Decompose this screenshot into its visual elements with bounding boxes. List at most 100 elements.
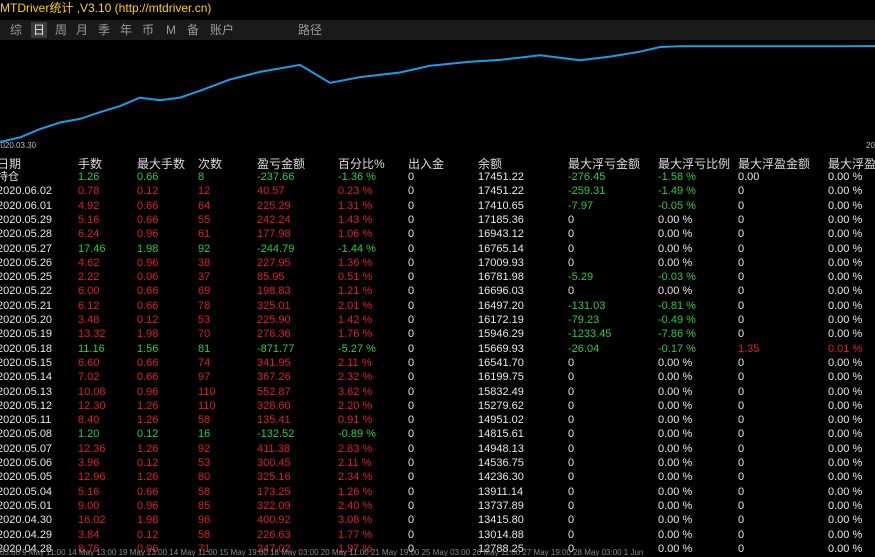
cell-4: 276.36 [257,328,291,341]
cell-1: 8.76 [78,542,100,555]
toolbar-button-0[interactable]: 综 [10,23,23,37]
table-row[interactable]: 2020.04.29 3.84 0.12 58 226.63 1.77 % 0 13014.8… [0,528,875,543]
column-header-9[interactable]: 最大浮亏比例 [658,157,731,171]
cell-10: 0 [738,356,745,369]
table-row[interactable]: 2020.04.30 16.02 1.98 96 400.92 3.08 % 0 13415.… [0,513,875,528]
table-row[interactable]: 2020.05.15 6.60 0.66 74 341.95 2.11 % 0 16541.7… [0,356,875,371]
column-header-11[interactable]: 最大浮盈 [828,157,875,171]
table-row[interactable]: 2020.05.01 9.00 0.96 85 322.09 2.40 % 0 13737.8… [0,499,875,514]
cell-2: 0.66 [137,299,159,312]
cell-11: 0.00 % [828,285,863,298]
table-row[interactable]: 2020.06.02 0.78 0.12 12 40.57 0.23 % 0 17451.22… [0,184,875,199]
toolbar-button-8[interactable]: 备 [187,23,200,37]
cell-4: 247.02 [257,542,291,555]
column-header-4[interactable]: 盈亏金额 [257,157,306,171]
cell-7: 17451.22 [478,171,524,183]
cell-1: 1.26 [78,171,100,183]
cell-2: 0.66 [137,485,159,498]
column-header-6[interactable]: 出入金 [408,157,445,171]
table-row[interactable]: 2020.05.18 11.16 1.56 81 -871.77 -5.27 % 0 1566… [0,342,875,357]
cell-2: 1.98 [137,242,159,255]
cell-0: 2020.04.30 [0,514,53,527]
cell-2: 0.66 [137,199,159,212]
cell-2: 0.66 [137,285,159,298]
table-row[interactable]: 2020.05.20 3.48 0.12 53 225.90 1.42 % 0 16172.1… [0,313,875,328]
table-row[interactable]: 2020.05.13 10.08 0.96 110 552.87 3.62 % 0 15832… [0,385,875,400]
cell-1: 6.24 [78,228,100,241]
column-header-5[interactable]: 百分比% [338,157,385,171]
column-header-10[interactable]: 最大浮盈金额 [738,157,811,171]
cell-7: 14951.02 [478,414,524,427]
table-row[interactable]: 2020.04.28 8.76 0.96 71 247.02 1.97 % 0 12788.2… [0,542,875,557]
toolbar-button-5[interactable]: 年 [120,23,133,37]
cell-5: 0.51 % [338,271,373,284]
cell-8: 0 [568,242,575,255]
cell-5: -1.36 % [338,171,376,183]
toolbar-button-3[interactable]: 月 [76,23,89,37]
table-row[interactable]: 2020.05.21 6.12 0.66 78 325.01 2.01 % 0 16497.2… [0,299,875,314]
daily-stats-table: 日期 手数 最大手数 次数 盈亏金额 百分比% 出入金 余额 最大浮亏金额 最大浮亏比例 最大浮盈金… [0,153,875,555]
cell-5: 3.62 % [338,385,373,398]
cell-9: 0.00 % [658,285,693,298]
cell-11: 0.00 % [828,371,863,384]
cell-2: 1.98 [137,328,159,341]
cell-8: 0 [568,499,575,512]
cell-10: 0 [738,371,745,384]
cell-3: 69 [198,285,211,298]
cell-3: 97 [198,371,211,384]
cell-1: 8.40 [78,414,100,427]
table-row[interactable]: 2020.05.26 4.62 0.96 38 227.95 1.36 % 0 17009.9… [0,256,875,271]
cell-9: 0.00 % [658,385,693,398]
cell-4: 411.38 [257,442,290,455]
cell-2: 0.12 [137,457,159,469]
table-row[interactable]: 持仓 1.26 0.66 8 -237.66 -1.36 % 0 17451.22 -276.4… [0,170,875,185]
cell-5: -0.89 % [338,428,376,441]
cell-1: 13.32 [78,328,106,341]
column-header-0[interactable]: 日期 [0,157,22,171]
cell-8: -276.45 [568,171,606,183]
table-row[interactable]: 2020.05.29 5.16 0.66 55 242.24 1.43 % 0 17185.3… [0,213,875,228]
cell-5: 2.83 % [338,442,373,455]
column-header-8[interactable]: 最大浮亏金额 [568,157,641,171]
toolbar-button-1[interactable]: 日 [31,22,48,38]
table-row[interactable]: 2020.05.28 6.24 0.96 61 177.98 1.06 % 0 16943.1… [0,227,875,242]
table-row[interactable]: 2020.05.27 17.46 1.98 92 -244.79 -1.44 % 0 1676… [0,242,875,257]
table-row[interactable]: 2020.05.07 12.36 1.26 92 411.38 2.83 % 0 14948.… [0,442,875,457]
cell-1: 4.92 [78,199,100,212]
toolbar-button-4[interactable]: 季 [98,23,111,37]
table-row[interactable]: 2020.05.11 8.40 1.26 58 135.41 0.91 % 0 14951.0… [0,413,875,428]
chart-x-end-label: 2020. [866,141,875,150]
column-header-1[interactable]: 手数 [78,157,103,171]
cell-3: 64 [198,199,211,212]
cell-4: -237.66 [257,171,295,183]
toolbar-button-2[interactable]: 周 [55,23,68,37]
cell-7: 16172.19 [478,314,524,326]
table-row[interactable]: 2020.05.05 12.96 1.26 80 325.16 2.34 % 0 14236.… [0,470,875,485]
cell-11: 0.00 % [828,385,863,398]
cell-0: 2020.05.11 [0,414,52,427]
toolbar-button-6[interactable]: 币 [142,23,155,37]
table-row[interactable]: 2020.05.08 1.20 0.12 16 -132.52 -0.89 % 0 14815… [0,427,875,442]
column-header-2[interactable]: 最大手数 [137,157,186,171]
toolbar-button-10[interactable]: 路径 [298,23,323,37]
table-row[interactable]: 2020.05.12 12.30 1.26 110 328.60 2.20 % 0 15279… [0,399,875,414]
table-row[interactable]: 2020.05.22 6.00 0.66 69 198.83 1.21 % 0 16696.0… [0,284,875,299]
cell-9: 0.00 % [658,485,693,498]
table-row[interactable]: 2020.05.19 13.32 1.98 70 276.36 1.76 % 0 15946.… [0,327,875,342]
column-header-3[interactable]: 次数 [198,157,223,171]
table-row[interactable]: 2020.06.01 4.92 0.66 64 225.29 1.31 % 0 17410.6… [0,199,875,214]
cell-0: 2020.05.04 [0,485,53,498]
table-row[interactable]: 2020.05.25 2.22 0.06 37 85.95 0.51 % 0 16781.98… [0,270,875,285]
column-header-7[interactable]: 余额 [478,157,503,171]
table-row[interactable]: 2020.05.06 3.96 0.12 53 300.45 2.11 % 0 14536.7… [0,456,875,471]
table-row[interactable]: 2020.05.04 5.16 0.66 58 173.25 1.26 % 0 13911.1… [0,485,875,500]
toolbar-button-7[interactable]: M [166,23,176,37]
toolbar-button-9[interactable]: 账户 [210,23,235,37]
cell-11: 0.00 % [828,471,863,484]
cell-10: 1.35 [738,342,760,355]
cell-4: 328.60 [257,399,291,412]
cell-4: 173.25 [257,485,291,498]
table-row[interactable]: 2020.05.14 7.02 0.66 97 367.26 2.32 % 0 16199.7… [0,370,875,385]
cell-7: 16696.03 [478,285,524,298]
cell-8: 0 [568,213,575,226]
